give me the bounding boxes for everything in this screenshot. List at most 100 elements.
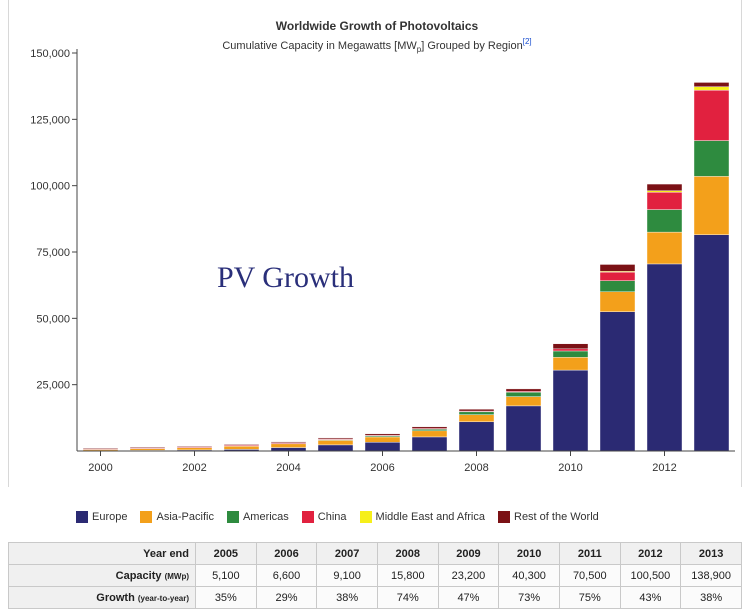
year-header-cell: 2007 <box>316 542 378 565</box>
x-tick-label: 2006 <box>370 462 394 474</box>
legend-item-china: China <box>301 511 347 523</box>
bar-segment-asia-pacific-2007 <box>411 430 448 438</box>
bar-segment-china-2010 <box>552 348 589 352</box>
y-tick-label: 100,000 <box>30 181 70 193</box>
year-header-cell: 2013 <box>680 542 742 565</box>
y-tick-label: 50,000 <box>36 313 70 325</box>
legend-item-americas: Americas <box>226 511 289 523</box>
growth-cell: 35% <box>195 586 257 609</box>
year-header-cell: 2008 <box>376 542 439 565</box>
x-tick-label: 2008 <box>464 462 488 474</box>
overlay-text: PV Growth <box>217 261 354 294</box>
capacity-cell: 70,500 <box>558 564 621 587</box>
legend-swatch <box>140 511 153 523</box>
growth-unit: (year-to-year) <box>137 593 189 603</box>
bar-segment-rest-of-the-world-2011 <box>599 264 636 272</box>
bar-segment-rest-of-the-world-2012 <box>646 183 683 191</box>
bar-segment-china-2012 <box>646 192 683 210</box>
y-tick-label: 125,000 <box>30 114 70 126</box>
growth-cell: 74% <box>376 586 439 609</box>
legend-swatch <box>226 511 239 523</box>
legend-swatch <box>498 511 510 523</box>
y-tick-label: 75,000 <box>36 247 70 259</box>
bar-segment-asia-pacific-2009 <box>505 396 542 407</box>
bar-segment-europe-2008 <box>458 421 495 452</box>
bar-segment-asia-pacific-2013 <box>693 176 730 235</box>
bar-segment-europe-2006 <box>364 442 401 452</box>
bar-segment-rest-of-the-world-2010 <box>552 343 589 350</box>
legend-label: China <box>317 511 347 523</box>
growth-cell: 73% <box>498 586 560 609</box>
bar-segment-asia-pacific-2005 <box>317 440 354 446</box>
year-header-cell: 2011 <box>558 542 621 565</box>
bar-segment-asia-pacific-2008 <box>458 414 495 423</box>
chart-subtitle: Cumulative Capacity in Megawatts [MWp] G… <box>222 37 531 54</box>
bar-segment-europe-2005 <box>317 444 354 452</box>
year-header-cell: 2005 <box>195 542 257 565</box>
bar-segment-rest-of-the-world-2008 <box>458 409 495 412</box>
capacity-unit: (MWp) <box>164 571 189 581</box>
bar-segment-rest-of-the-world-2000 <box>82 448 119 450</box>
subtitle-prefix: Cumulative Capacity in Megawatts [MW <box>222 40 417 52</box>
legend-item-rest-of-the-world: Rest of the World <box>498 511 599 523</box>
x-tick-label: 2000 <box>88 462 112 474</box>
bar-segment-americas-2012 <box>646 209 683 233</box>
capacity-cell: 100,500 <box>619 564 682 587</box>
bar-segment-rest-of-the-world-2004 <box>270 441 307 443</box>
legend-item-europe: Europe <box>76 511 127 523</box>
bar-segment-americas-2013 <box>693 140 730 177</box>
bar-segment-europe-2012 <box>646 263 683 452</box>
year-header-cell: 2012 <box>619 542 682 565</box>
table-row-capacity: Capacity (MWp) 5,100 6,600 9,100 15,800 23,2… <box>8 564 742 587</box>
legend-label: Asia-Pacific <box>156 511 214 523</box>
subtitle-reference: [2] <box>523 37 532 46</box>
bar-segment-rest-of-the-world-2009 <box>505 388 542 392</box>
bar-segment-americas-2009 <box>505 391 542 397</box>
y-tick-label: 25,000 <box>36 380 70 392</box>
bar-segment-asia-pacific-2006 <box>364 436 401 443</box>
bar-segment-asia-pacific-2012 <box>646 231 683 265</box>
capacity-cell: 23,200 <box>437 564 500 587</box>
bar-segment-americas-2011 <box>599 280 636 293</box>
table-row-year: Year end 2005 2006 2007 2008 2009 2010 2011 201… <box>8 542 742 565</box>
subtitle-subscript: p <box>417 45 422 54</box>
bar-segment-asia-pacific-2010 <box>552 357 589 371</box>
capacity-label-text: Capacity <box>115 569 162 582</box>
legend-label: Middle East and Africa <box>375 511 485 523</box>
growth-cell: 75% <box>558 586 621 609</box>
capacity-cell: 138,900 <box>680 564 742 587</box>
bar-segment-middle-east-and-africa-2012 <box>646 190 683 193</box>
chart-frame <box>8 0 742 487</box>
bar-segment-rest-of-the-world-2005 <box>317 437 354 440</box>
bar-segment-asia-pacific-2011 <box>599 291 636 312</box>
legend-item-asia-pacific: Asia-Pacific <box>140 511 214 523</box>
x-axis: 2000 2002 2004 2006 2008 2010 2012 <box>77 450 735 474</box>
capacity-cell: 40,300 <box>498 564 560 587</box>
year-header-cell: 2006 <box>255 542 318 565</box>
capacity-cell: 5,100 <box>195 564 257 587</box>
header-year-label: Year end <box>8 542 196 565</box>
x-tick-label: 2010 <box>558 462 582 474</box>
y-axis: 25,000 50,000 75,000 100,000 125,000 150,000 <box>30 48 78 451</box>
bar-segment-europe-2013 <box>693 234 730 452</box>
bar-segment-rest-of-the-world-2002 <box>176 445 213 448</box>
bar-segment-europe-2011 <box>599 311 636 452</box>
bar-segment-rest-of-the-world-2007 <box>411 426 448 429</box>
legend-item-middle-east-and-africa: Middle East and Africa <box>359 511 485 523</box>
chart-title: Worldwide Growth of Photovoltaics <box>276 19 479 33</box>
bar-segment-europe-2007 <box>411 436 448 452</box>
x-tick-label: 2004 <box>276 462 300 474</box>
legend-label: Rest of the World <box>514 511 599 523</box>
table-row-growth: Growth (year-to-year) 35% 29% 38% 74% 47% 73%… <box>8 586 742 609</box>
bars <box>82 82 730 452</box>
legend: Europe Asia-Pacific Americas China Middle Ea… <box>76 509 612 525</box>
capacity-label: Capacity (MWp) <box>8 564 196 587</box>
bar-segment-rest-of-the-world-2001 <box>129 447 166 449</box>
capacity-cell: 6,600 <box>255 564 318 587</box>
x-tick-label: 2002 <box>182 462 206 474</box>
year-header-cell: 2009 <box>437 542 500 565</box>
legend-label: Americas <box>242 511 289 523</box>
capacity-cell: 9,100 <box>316 564 378 587</box>
bar-segment-rest-of-the-world-2003 <box>223 444 260 446</box>
capacity-cell: 15,800 <box>376 564 439 587</box>
